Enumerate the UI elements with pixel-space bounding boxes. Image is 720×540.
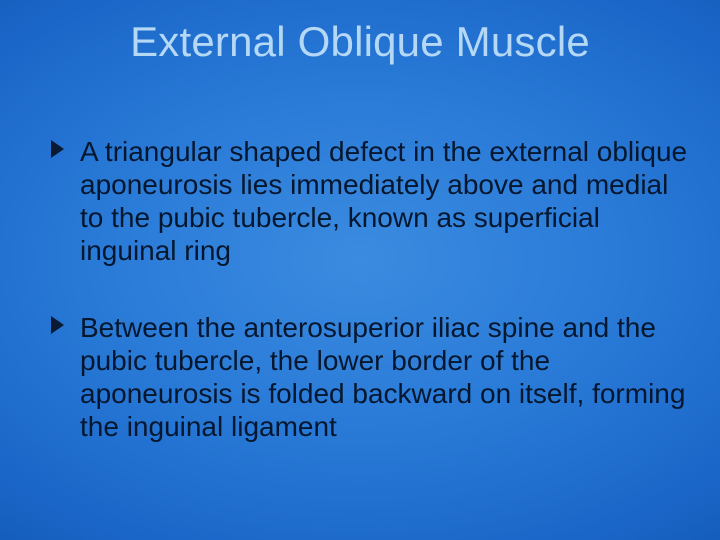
slide-body: A triangular shaped defect in the extern… [50,135,690,487]
bullet-text: A triangular shaped defect in the extern… [80,136,687,266]
slide: External Oblique Muscle A triangular sha… [0,0,720,540]
bullet-item: A triangular shaped defect in the extern… [50,135,690,267]
slide-title: External Oblique Muscle [0,18,720,66]
chevron-right-icon [50,315,68,337]
bullet-text: Between the anterosuperior iliac spine a… [80,312,685,442]
chevron-right-icon [50,139,68,161]
bullet-item: Between the anterosuperior iliac spine a… [50,311,690,443]
